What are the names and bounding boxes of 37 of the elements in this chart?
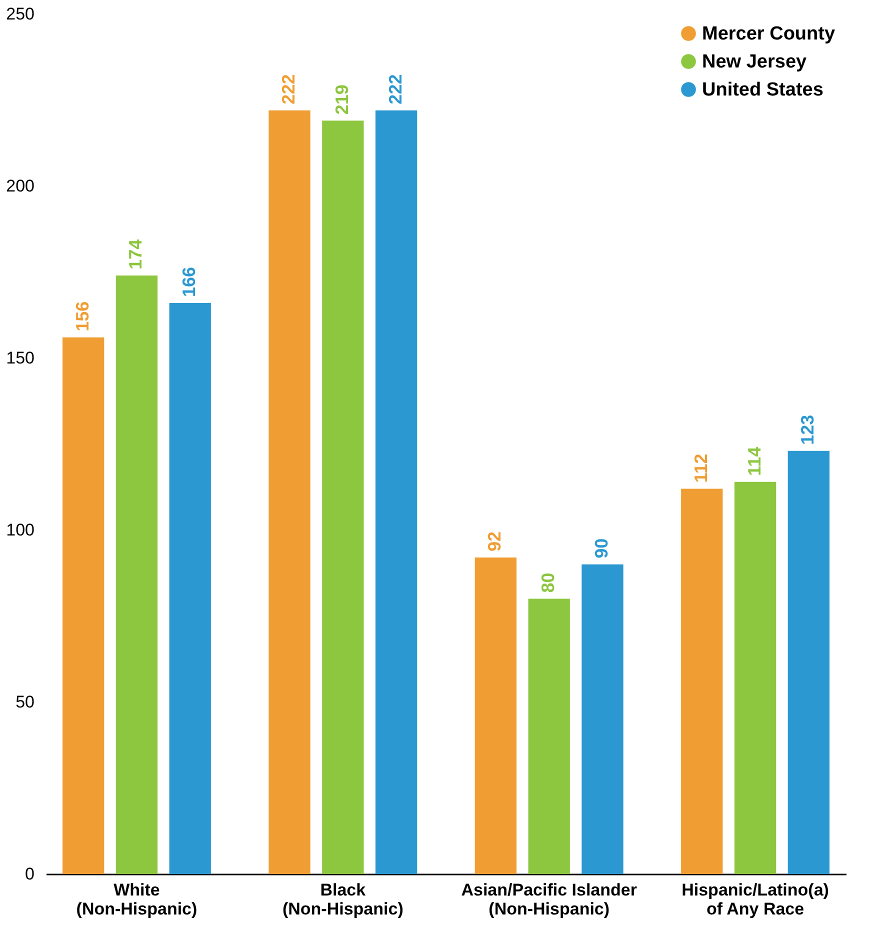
bar: [788, 450, 830, 874]
bar: [681, 488, 723, 874]
bar: [169, 302, 211, 874]
y-tick-label: 50: [16, 692, 34, 712]
data-label: 92: [484, 531, 505, 552]
data-label: 90: [591, 538, 612, 558]
bar: [582, 564, 624, 874]
data-label: 222: [385, 74, 406, 104]
data-label: 222: [278, 74, 299, 104]
legend-label: Mercer County: [702, 24, 836, 44]
x-tick-label: White (Non-Hispanic): [76, 880, 198, 918]
bar: [375, 110, 418, 874]
bar: [528, 598, 570, 874]
x-tick-label: Black (Non-Hispanic): [282, 880, 404, 918]
y-tick-label: 250: [6, 4, 34, 24]
bar: [268, 110, 310, 874]
bar: [322, 120, 364, 874]
bar: [62, 337, 104, 874]
data-label: 123: [798, 414, 818, 445]
data-label: 114: [744, 446, 764, 476]
legend-label: United States: [702, 80, 824, 100]
bar: [116, 275, 158, 874]
y-tick-label: 0: [25, 864, 34, 884]
bar: [474, 558, 517, 874]
x-tick-label: Asian/Pacific Islander (Non-Hispanic): [461, 880, 638, 918]
data-label: 80: [538, 572, 558, 593]
data-label: 166: [179, 266, 200, 297]
data-label: 112: [690, 454, 711, 483]
y-tick-label: 150: [6, 348, 34, 368]
data-label: 219: [332, 84, 352, 115]
bar: [734, 482, 776, 874]
y-tick-label: 100: [6, 520, 34, 540]
x-tick-label: Hispanic/Latino(a) of Any Race: [682, 880, 829, 918]
data-label: 174: [126, 239, 146, 270]
y-tick-label: 200: [6, 176, 34, 196]
legend-label: New Jersey: [702, 52, 808, 72]
data-label: 156: [72, 301, 92, 332]
